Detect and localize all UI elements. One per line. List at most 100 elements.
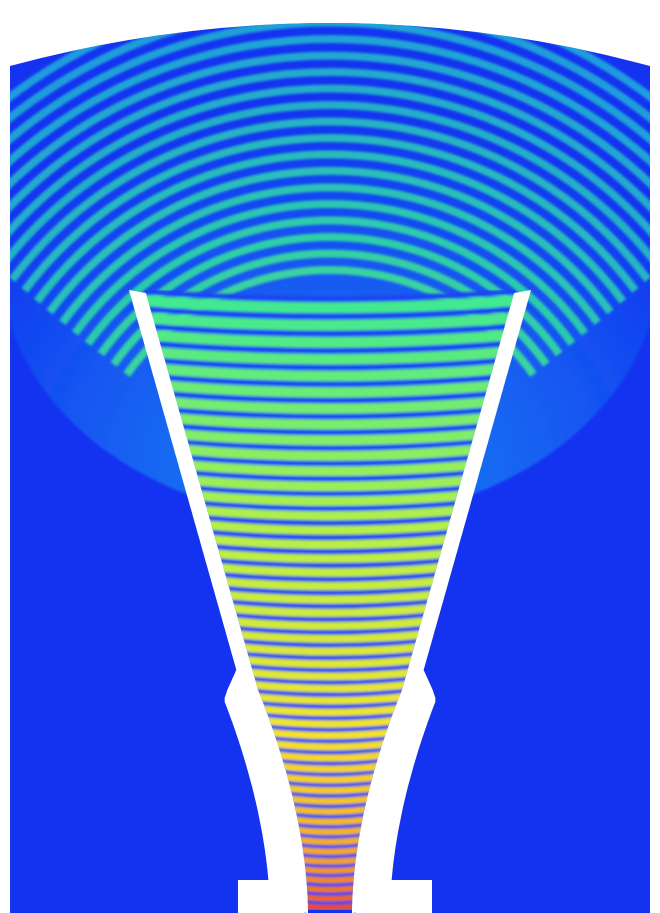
- wavefront-trough: [227, 612, 433, 622]
- wavefront-crest: [245, 680, 415, 693]
- wavefront-trough: [146, 323, 514, 337]
- wavefront-trough: [216, 571, 444, 582]
- wavefront-trough: [254, 700, 406, 709]
- wavefront-crest: [234, 642, 426, 656]
- wavefront-crest: [273, 761, 387, 773]
- radiated-wavefront: [10, 68, 650, 250]
- wavefront-trough: [231, 625, 429, 635]
- wavefront-trough: [191, 485, 469, 496]
- wavefront-crest: [174, 428, 486, 446]
- wavefront-trough: [234, 638, 426, 647]
- wavefront-trough: [200, 515, 460, 526]
- horn-walls: [129, 290, 531, 913]
- wavefront-trough: [270, 746, 390, 754]
- wavefront-crest: [150, 346, 510, 365]
- wavefront-trough: [266, 735, 394, 743]
- wavefront-trough: [169, 407, 491, 419]
- wavefront-trough: [160, 374, 500, 387]
- wavefront-trough: [262, 724, 398, 732]
- wavefront-crest: [160, 380, 500, 398]
- wavefront-trough: [258, 712, 402, 720]
- wavefront-trough: [165, 391, 495, 403]
- wavefront-trough: [196, 500, 464, 511]
- wavefront-crest: [204, 534, 456, 550]
- wavefront-trough: [242, 663, 418, 672]
- wavefront-crest: [258, 716, 402, 728]
- wavefront-crest: [262, 727, 398, 740]
- wavefront-crest: [178, 444, 482, 461]
- wavefront-crest: [294, 865, 366, 874]
- horn-wall-right: [352, 290, 531, 913]
- wavefront-crest: [293, 855, 367, 865]
- radiated-wavefront: [84, 216, 576, 346]
- radiated-wavefront: [10, 23, 650, 193]
- wavefront-trough: [273, 758, 387, 766]
- radiated-wavefront: [10, 34, 650, 227]
- wavefront-crest: [195, 505, 465, 521]
- radiated-wavefront: [10, 84, 650, 261]
- wavefront-crest: [227, 616, 433, 631]
- radiated-wavefront: [46, 166, 614, 315]
- wavefront-crest: [215, 576, 445, 591]
- radiated-wavefront: [10, 101, 650, 272]
- radiated-wavefront: [33, 150, 627, 304]
- wavefront-trough: [249, 688, 411, 697]
- wavefront-crest: [284, 804, 376, 815]
- wavefront-trough: [279, 780, 381, 787]
- wavefront-crest: [165, 396, 495, 414]
- wavefront-trough: [276, 769, 384, 776]
- wavefront-crest: [145, 294, 515, 314]
- wavefront-crest: [187, 475, 473, 492]
- wavefront-trough: [223, 599, 437, 609]
- wavefront-crest: [266, 739, 394, 751]
- wavefront-crest: [286, 815, 374, 826]
- wavefront-crest: [281, 794, 379, 805]
- wavefront-crest: [288, 825, 372, 836]
- wavefront-crest: [212, 562, 448, 577]
- wavefront-crest: [269, 750, 391, 762]
- wavefront-crest: [291, 845, 369, 855]
- wavefront-crest: [169, 412, 491, 430]
- wavefront-trough: [151, 340, 509, 354]
- wavefront-crest: [279, 783, 381, 794]
- wavefront-trough: [174, 423, 486, 435]
- radiated-wavefront: [21, 133, 639, 293]
- horn-wall-left: [129, 290, 308, 913]
- wavefront-trough: [204, 529, 456, 540]
- wavefront-trough: [220, 585, 440, 595]
- wavefront-trough: [208, 543, 452, 554]
- throat-flange-right: [356, 880, 432, 913]
- wavefront-crest: [238, 655, 422, 669]
- wavefront-crest: [145, 311, 515, 331]
- wavefront-crest: [155, 363, 505, 382]
- wavefront-trough: [155, 357, 505, 370]
- radiated-wavefront: [10, 51, 650, 239]
- wavefront-crest: [231, 629, 429, 643]
- wavefront-crest: [223, 603, 437, 617]
- wavefront-crest: [199, 519, 461, 535]
- radiated-wavefront: [10, 117, 650, 283]
- wavefront-trough: [183, 454, 477, 466]
- wavefront-trough: [187, 470, 473, 481]
- wavefront-crest: [219, 590, 441, 604]
- wavefront-crest: [183, 459, 477, 477]
- wavefront-trough: [212, 557, 448, 568]
- radiated-wavefront: [10, 23, 650, 216]
- wavefront-trough: [282, 790, 378, 798]
- wavefront-trough: [145, 290, 515, 302]
- wavefront-trough: [238, 651, 422, 660]
- wavefront-crest: [241, 667, 419, 681]
- radiated-wavefront: [59, 183, 601, 325]
- wavefront-trough: [245, 676, 415, 685]
- radiated-wavefront: [71, 200, 589, 336]
- wavefront-crest: [249, 692, 411, 705]
- wavefront-trough: [145, 306, 515, 319]
- wavefront-crest: [191, 490, 469, 506]
- throat-flange-left: [238, 880, 304, 913]
- wavefront-crest: [290, 835, 370, 845]
- wavefront-trough: [178, 439, 482, 451]
- wavefront-crest: [146, 329, 514, 348]
